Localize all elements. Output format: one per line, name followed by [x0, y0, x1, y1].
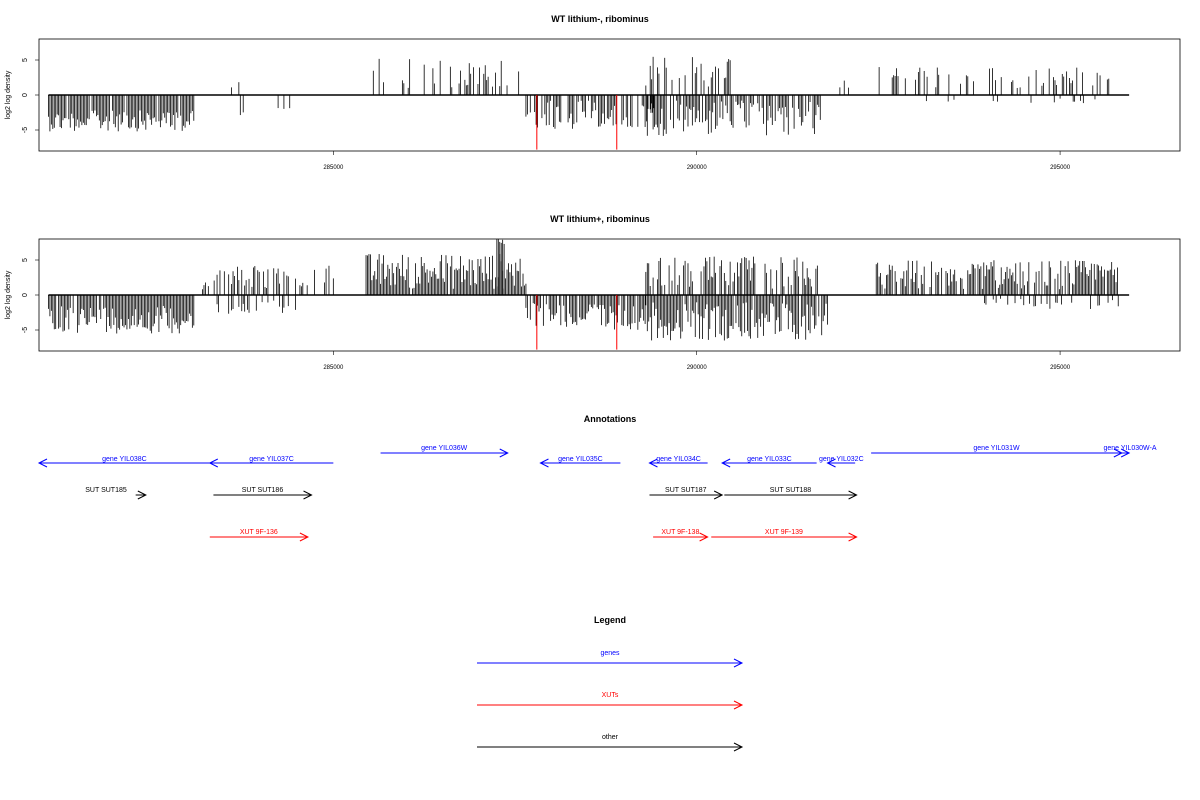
- feature-label: gene YIL034C: [656, 456, 701, 463]
- legend-label: genes: [600, 650, 620, 657]
- feature-label: XUT 9F-138: [661, 529, 699, 536]
- y-axis-label: log2 log density: [5, 270, 12, 319]
- feature-label: gene YIL030W-A: [1103, 445, 1156, 452]
- annotations-title: Annotations: [584, 414, 637, 424]
- feature-label: SUT SUT185: [85, 487, 127, 494]
- feature-arrow: [209, 532, 310, 542]
- feature-label: gene YIL031W: [973, 445, 1020, 452]
- panel-wt-lithium-minus: WT lithium-, ribominus log2 log density 5 0…: [5, 14, 1181, 171]
- feature-label: gene YIL032C: [819, 456, 864, 463]
- legend-arrow-genes: [477, 658, 744, 668]
- feature-arrow: [380, 448, 509, 458]
- chart-title: WT lithium+, ribominus: [550, 214, 650, 224]
- feature-label: gene YIL037C: [249, 456, 294, 463]
- feature-label: SUT SUT186: [242, 487, 284, 494]
- y-tick-label: -5: [22, 327, 29, 333]
- x-tick-label: 295000: [1050, 165, 1071, 171]
- feature-arrow: [1103, 448, 1131, 458]
- feature-arrow: [724, 490, 858, 500]
- feature-arrow: [135, 490, 147, 500]
- y-tick-label: 5: [22, 258, 29, 262]
- feature-label: gene YIL033C: [747, 456, 792, 463]
- x-tick-label: 285000: [323, 165, 344, 171]
- legend-arrow-other: [477, 742, 744, 752]
- y-tick-label: -5: [22, 127, 29, 133]
- legend-arrow-xuts: [477, 700, 744, 710]
- density-bars: [48, 56, 1110, 136]
- legend-label: other: [602, 734, 619, 741]
- feature-arrow: [721, 458, 817, 468]
- x-tick-label: 295000: [1050, 365, 1071, 371]
- x-tick-label: 285000: [323, 365, 344, 371]
- feature-label: XUT 9F-139: [765, 529, 803, 536]
- feature-label: gene YIL038C: [102, 456, 147, 463]
- x-tick-label: 290000: [687, 365, 708, 371]
- legend-panel: Legend genes XUTs other: [477, 615, 744, 752]
- y-axis-label: log2 log density: [5, 70, 12, 119]
- panel-wt-lithium-plus: WT lithium+, ribominus log2 log density 5 0…: [5, 214, 1181, 371]
- feature-label: gene YIL035C: [558, 456, 603, 463]
- feature-arrow: [213, 490, 313, 500]
- legend-label: XUTs: [602, 692, 619, 699]
- feature-label: XUT 9F-136: [240, 529, 278, 536]
- feature-arrow: [539, 458, 621, 468]
- feature-arrow: [826, 458, 856, 468]
- feature-arrow: [711, 532, 858, 542]
- y-tick-label: 0: [22, 293, 29, 297]
- feature-arrow: [208, 458, 334, 468]
- y-tick-label: 5: [22, 58, 29, 62]
- annotations-panel: Annotations gene YIL038C gene YIL037C gene …: [37, 414, 1157, 542]
- x-tick-label: 290000: [687, 165, 708, 171]
- chart-title: WT lithium-, ribominus: [551, 14, 649, 24]
- feature-arrow: [648, 458, 708, 468]
- feature-label: SUT SUT188: [770, 487, 812, 494]
- feature-arrow: [649, 490, 724, 500]
- y-tick-label: 0: [22, 93, 29, 97]
- density-bars: [48, 239, 1119, 341]
- feature-label: SUT SUT187: [665, 487, 707, 494]
- feature-arrow: [653, 532, 709, 542]
- legend-title: Legend: [594, 615, 626, 625]
- feature-arrow: [37, 458, 210, 468]
- feature-label: gene YIL036W: [421, 445, 468, 452]
